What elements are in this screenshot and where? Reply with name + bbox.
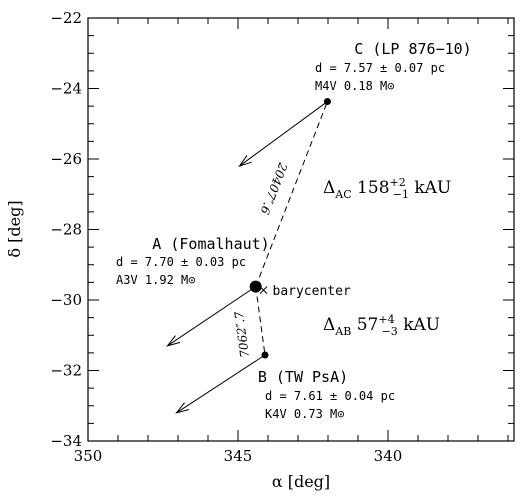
separation-angle-AC: 20407″.6 bbox=[257, 160, 290, 217]
motion-arrow-A bbox=[167, 286, 256, 347]
star-name-B: B (TW PsA) bbox=[258, 368, 348, 386]
barycenter-label: barycenter bbox=[273, 284, 351, 299]
separation-angle-AB: 7062″.7 bbox=[232, 310, 252, 358]
y-tick-label: −24 bbox=[50, 80, 82, 98]
star-type-mass-A: A3V 1.92 M⊙ bbox=[116, 273, 195, 287]
star-distance-A: d = 7.70 ± 0.03 pc bbox=[116, 255, 246, 269]
motion-arrowhead-A bbox=[166, 335, 181, 347]
y-tick-label: −32 bbox=[50, 362, 82, 380]
y-tick-label: −22 bbox=[50, 9, 82, 27]
star-type-mass-C: M4V 0.18 M⊙ bbox=[315, 79, 394, 93]
y-tick-label: −34 bbox=[50, 432, 82, 450]
motion-arrow-C bbox=[239, 101, 328, 167]
x-tick-label: 345 bbox=[224, 447, 253, 465]
motion-arrow-B bbox=[176, 354, 266, 414]
star-distance-B: d = 7.61 ± 0.04 pc bbox=[265, 389, 395, 403]
y-tick-label: −28 bbox=[50, 221, 82, 239]
star-type-mass-B: K4V 0.73 M⊙ bbox=[265, 407, 344, 421]
separation-distance-AC: ΔAC 158+2 −1 kAU bbox=[323, 176, 451, 201]
star-marker-C bbox=[323, 98, 331, 106]
star-marker-B bbox=[261, 351, 269, 359]
y-tick-label: −30 bbox=[50, 291, 82, 309]
separation-line-AB bbox=[255, 286, 266, 356]
separation-distance-AB: ΔAB 57+4 −3 kAU bbox=[323, 313, 440, 338]
star-name-C: C (LP 876−10) bbox=[354, 40, 471, 58]
separation-line-AC bbox=[255, 101, 328, 287]
x-axis-title: α [deg] bbox=[272, 472, 330, 491]
x-tick-label: 350 bbox=[74, 447, 103, 465]
x-tick-label: 340 bbox=[374, 447, 403, 465]
star-name-A: A (Fomalhaut) bbox=[152, 235, 269, 253]
motion-arrowhead-C bbox=[238, 155, 253, 167]
star-distance-C: d = 7.57 ± 0.07 pc bbox=[315, 61, 445, 75]
star-marker-A bbox=[249, 280, 262, 293]
y-axis-title: δ [deg] bbox=[5, 200, 24, 257]
motion-arrowhead-B bbox=[175, 402, 190, 414]
barycenter-marker bbox=[259, 286, 268, 294]
y-tick-label: −26 bbox=[50, 150, 82, 168]
